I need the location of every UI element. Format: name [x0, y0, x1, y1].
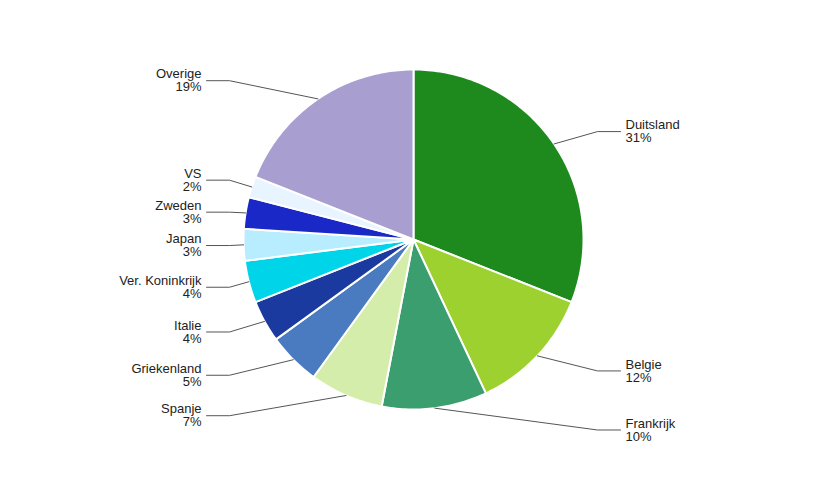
svg-text:Overige19%: Overige19% [156, 66, 202, 94]
svg-text:Griekenland5%: Griekenland5% [131, 361, 202, 389]
svg-text:Frankrijk10%: Frankrijk10% [626, 416, 676, 444]
svg-text:Duitsland31%: Duitsland31% [626, 117, 680, 145]
svg-text:VS2%: VS2% [183, 166, 202, 194]
svg-text:Belgie12%: Belgie12% [626, 357, 662, 385]
svg-text:Spanje7%: Spanje7% [161, 401, 202, 429]
svg-text:Zweden3%: Zweden3% [155, 198, 202, 226]
svg-text:Italie4%: Italie4% [174, 318, 202, 346]
svg-text:Japan3%: Japan3% [166, 231, 202, 259]
svg-text:Ver. Koninkrijk4%: Ver. Koninkrijk4% [119, 273, 202, 301]
